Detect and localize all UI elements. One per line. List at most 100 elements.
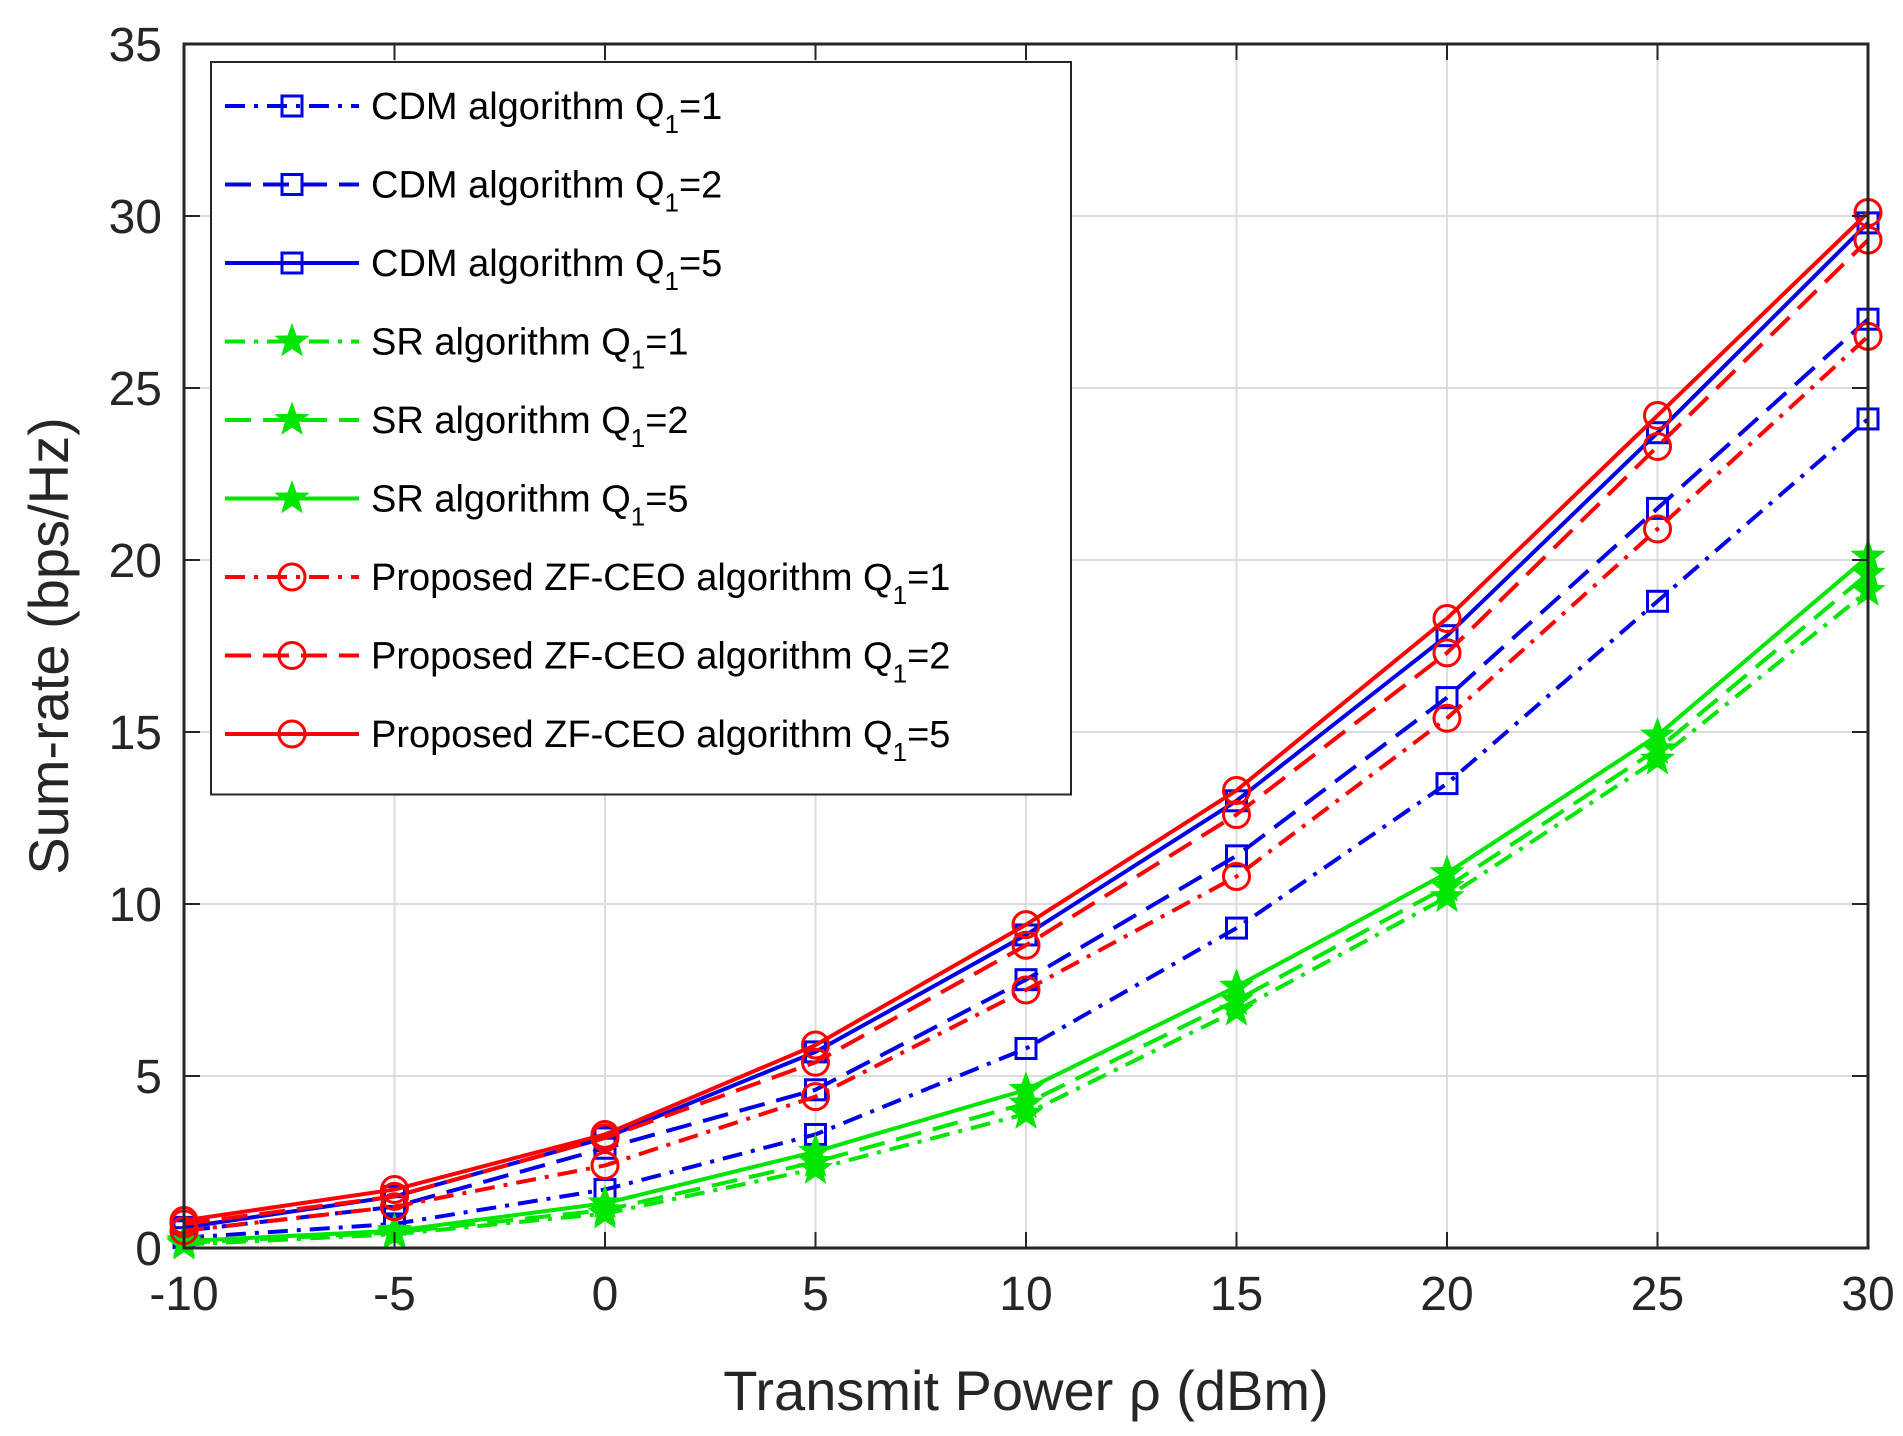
data-point <box>1218 981 1255 1016</box>
legend-marker <box>280 251 304 275</box>
legend-item: Proposed ZF-CEO algorithm Q1=5 <box>225 714 950 767</box>
data-point <box>1432 703 1462 733</box>
legend-label-subscript: 1 <box>665 188 679 218</box>
x-tick-label: 10 <box>999 1268 1052 1321</box>
data-point <box>1435 772 1459 796</box>
legend-item: SR algorithm Q1=5 <box>225 479 689 532</box>
y-tick-label: 30 <box>109 191 162 244</box>
y-tick-label: 25 <box>109 363 162 416</box>
legend-label-tail: =1 <box>907 557 950 599</box>
legend-label-main: SR algorithm Q <box>371 322 631 364</box>
data-point <box>1225 844 1248 868</box>
x-tick-label: 25 <box>1631 1268 1684 1321</box>
x-tick-label: -10 <box>149 1268 218 1321</box>
data-point <box>1432 638 1462 668</box>
legend-label-main: CDM algorithm Q <box>371 243 665 285</box>
legend-item: Proposed ZF-CEO algorithm Q1=2 <box>225 636 950 689</box>
legend-label-main: Proposed ZF-CEO algorithm Q <box>371 557 893 599</box>
legend-label-subscript: 1 <box>893 580 907 610</box>
legend-label-subscript: 1 <box>893 659 907 689</box>
series-8 <box>169 225 1883 1239</box>
data-point <box>1008 1071 1044 1105</box>
x-axis-title: Transmit Power ρ (dBm) <box>723 1359 1328 1422</box>
data-point <box>1014 1036 1038 1060</box>
legend-item: CDM algorithm Q1=1 <box>225 86 722 139</box>
legend-label-tail: =1 <box>679 86 722 128</box>
data-point <box>801 1082 830 1112</box>
legend-item: SR algorithm Q1=2 <box>225 400 689 453</box>
data-point <box>1222 775 1251 805</box>
legend-marker <box>277 562 307 592</box>
legend-label-subscript: 1 <box>631 345 645 375</box>
y-tick-labels: 0 5 10 15 20 25 30 35 <box>109 19 162 1276</box>
legend-label: CDM algorithm Q1=2 <box>371 165 722 218</box>
series-7 <box>169 321 1883 1246</box>
legend-marker <box>274 323 310 357</box>
legend-label: Proposed ZF-CEO algorithm Q1=5 <box>371 714 950 767</box>
legend-label-subscript: 1 <box>665 109 679 139</box>
data-point <box>1011 930 1041 960</box>
y-tick-label: 20 <box>109 535 162 588</box>
y-tick-label: 35 <box>109 19 162 72</box>
data-point <box>1435 624 1459 648</box>
legend-label-main: Proposed ZF-CEO algorithm Q <box>371 714 893 756</box>
data-point <box>1639 741 1676 775</box>
y-axis-title: Sum-rate (bps/Hz) <box>17 417 80 874</box>
data-point <box>797 1133 834 1167</box>
series-line <box>183 317 1870 1233</box>
legend-label: CDM algorithm Q1=1 <box>371 86 722 139</box>
series-line <box>183 211 1870 1223</box>
data-point <box>1222 861 1251 891</box>
legend-label: Proposed ZF-CEO algorithm Q1=1 <box>371 557 950 610</box>
legend-label: SR algorithm Q1=5 <box>371 479 689 532</box>
data-point <box>1643 514 1672 544</box>
x-tick-label: 15 <box>1210 1268 1263 1321</box>
legend-label-subscript: 1 <box>665 266 679 296</box>
y-tick-label: 0 <box>135 1223 162 1276</box>
data-point <box>1646 421 1669 445</box>
legend-label-main: Proposed ZF-CEO algorithm Q <box>371 636 893 678</box>
legend-label-tail: =2 <box>907 636 950 678</box>
data-point <box>590 1150 620 1180</box>
legend-label-tail: =1 <box>645 322 688 364</box>
series-line <box>183 417 1870 1240</box>
data-point <box>1008 1085 1044 1119</box>
legend-marker <box>277 641 307 670</box>
data-point <box>1646 496 1669 520</box>
x-tick-label: 5 <box>802 1268 829 1321</box>
legend-item: CDM algorithm Q1=5 <box>225 243 722 296</box>
data-point <box>380 1192 409 1222</box>
series-line <box>183 238 1870 1226</box>
y-tick-label: 15 <box>109 707 162 760</box>
legend-label: SR algorithm Q1=1 <box>371 322 689 375</box>
data-point <box>1011 975 1041 1005</box>
x-tick-label: -5 <box>373 1268 416 1321</box>
x-tick-label: 0 <box>592 1268 619 1321</box>
data-point <box>1218 968 1255 1002</box>
data-point <box>1639 716 1676 751</box>
legend-marker <box>274 401 310 435</box>
legend-marker <box>274 480 310 514</box>
data-point <box>1432 603 1462 633</box>
legend-label: CDM algorithm Q1=5 <box>371 243 722 296</box>
data-point <box>1646 589 1669 613</box>
tick-marks <box>183 43 1869 1249</box>
series-line <box>183 334 1870 1233</box>
series-layer <box>166 198 1886 1260</box>
legend-marker <box>277 719 307 749</box>
legend-item: Proposed ZF-CEO algorithm Q1=1 <box>225 557 950 610</box>
data-point <box>1222 800 1251 830</box>
legend-label-main: SR algorithm Q <box>371 400 631 442</box>
data-point <box>587 1184 623 1219</box>
data-point <box>590 1119 620 1149</box>
y-tick-label: 5 <box>135 1051 162 1104</box>
legend-label-tail: =5 <box>645 479 688 521</box>
data-point <box>380 1175 409 1205</box>
data-point <box>380 1181 409 1211</box>
legend-marker <box>280 94 304 118</box>
legend-label-subscript: 1 <box>631 423 645 453</box>
legend-label-main: CDM algorithm Q <box>371 86 665 128</box>
